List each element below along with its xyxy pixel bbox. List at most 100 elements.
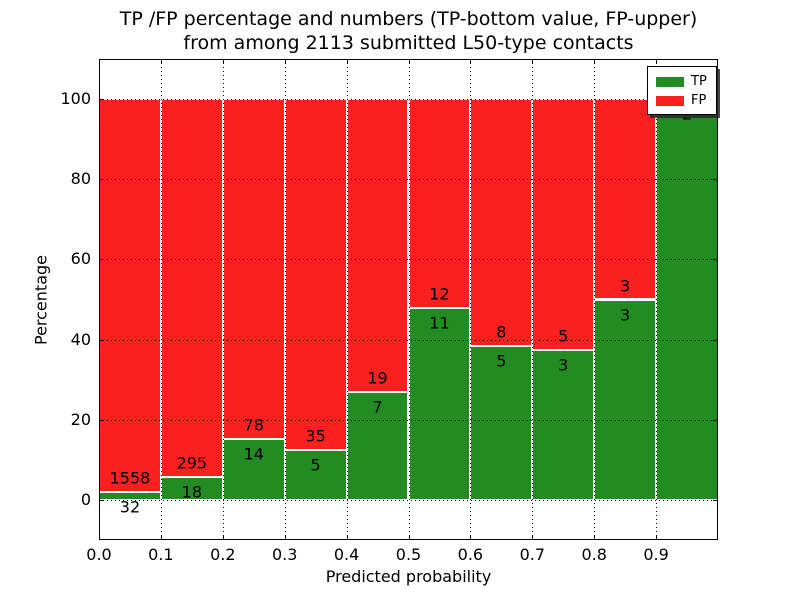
tp-count-label: 32 bbox=[119, 497, 141, 517]
legend: TP FP bbox=[647, 66, 717, 115]
chart-title-line1: TP /FP percentage and numbers (TP-bottom… bbox=[119, 8, 698, 30]
y-tick-mark bbox=[100, 419, 104, 421]
x-gridline bbox=[532, 59, 534, 540]
tp-count-label: 7 bbox=[372, 397, 383, 417]
bar-segment-tp bbox=[656, 99, 718, 500]
fp-count-label: 78 bbox=[243, 415, 264, 435]
y-tick-mark bbox=[100, 339, 104, 341]
tp-count-label: 5 bbox=[496, 351, 507, 371]
x-tick-mark bbox=[656, 535, 658, 539]
y-gridline bbox=[99, 99, 718, 101]
x-tick-label: 0.1 bbox=[148, 545, 174, 564]
tp-count-label: 3 bbox=[558, 355, 569, 375]
y-tick-mark bbox=[713, 499, 717, 501]
legend-entry: TP bbox=[648, 72, 716, 91]
tp-count-label: 3 bbox=[620, 305, 631, 324]
tp-swatch-icon bbox=[656, 76, 684, 87]
x-gridline bbox=[160, 59, 162, 540]
x-gridline bbox=[346, 59, 348, 540]
x-tick-mark bbox=[656, 60, 658, 64]
bar-segment-tp bbox=[594, 299, 657, 500]
x-gridline bbox=[284, 59, 286, 540]
x-tick-mark bbox=[222, 60, 224, 64]
y-gridline bbox=[99, 179, 718, 181]
x-tick-mark bbox=[222, 535, 224, 539]
x-tick-label: 0.9 bbox=[643, 545, 669, 564]
bar-segment-fp bbox=[532, 99, 595, 350]
y-tick-mark bbox=[713, 179, 717, 181]
x-tick-label: 0.0 bbox=[86, 545, 112, 564]
fp-count-label: 12 bbox=[429, 284, 450, 304]
x-tick-mark bbox=[594, 60, 596, 64]
x-tick-mark bbox=[470, 535, 472, 539]
bar-label-layer: 15583229518781435519712118553332 bbox=[99, 59, 718, 540]
y-tick-mark bbox=[100, 499, 104, 501]
fp-count-label: 5 bbox=[558, 326, 569, 346]
y-tick-label: 40 bbox=[70, 329, 91, 349]
y-gridline bbox=[99, 259, 718, 261]
y-tick-mark bbox=[713, 339, 717, 341]
bars-layer bbox=[99, 59, 718, 540]
chart-title: TP /FP percentage and numbers (TP-bottom… bbox=[99, 7, 718, 55]
tp-count-label: 14 bbox=[243, 444, 264, 464]
x-gridline bbox=[594, 59, 596, 540]
x-gridline bbox=[408, 59, 410, 540]
y-tick-mark bbox=[713, 259, 717, 261]
y-tick-mark bbox=[100, 259, 104, 261]
x-tick-label: 0.8 bbox=[581, 545, 607, 564]
x-tick-mark bbox=[284, 535, 286, 539]
x-tick-mark bbox=[284, 60, 286, 64]
bar-segment-fp bbox=[594, 99, 657, 300]
x-tick-label: 0.3 bbox=[271, 545, 298, 564]
x-tick-mark bbox=[594, 535, 596, 539]
legend-entry: FP bbox=[648, 91, 716, 110]
x-gridline bbox=[656, 59, 658, 540]
y-tick-mark bbox=[100, 99, 104, 101]
x-tick-label: 0.7 bbox=[519, 545, 546, 564]
x-tick-mark bbox=[346, 60, 348, 64]
fp-count-label: 35 bbox=[305, 426, 326, 446]
tp-count-label: 11 bbox=[429, 313, 450, 333]
tp-count-label: 5 bbox=[310, 455, 321, 475]
legend-entry-label: FP bbox=[691, 93, 707, 108]
fp-swatch-icon bbox=[656, 95, 684, 106]
x-tick-mark bbox=[346, 535, 348, 539]
x-tick-mark bbox=[160, 60, 162, 64]
y-tick-label: 60 bbox=[70, 249, 91, 269]
x-tick-label: 0.5 bbox=[395, 545, 422, 564]
y-gridline bbox=[99, 339, 718, 341]
legend-entry-label: TP bbox=[691, 74, 707, 89]
bar-segment-tp bbox=[346, 392, 409, 500]
bar-segment-fp bbox=[408, 99, 471, 309]
x-tick-mark bbox=[532, 535, 534, 539]
x-axis-label: Predicted probability bbox=[325, 567, 492, 586]
x-tick-mark bbox=[408, 535, 410, 539]
y-tick-label: 0 bbox=[80, 489, 91, 509]
x-gridline bbox=[470, 59, 472, 540]
y-tick-label: 100 bbox=[60, 89, 91, 109]
y-gridline bbox=[99, 419, 718, 421]
x-tick-mark bbox=[532, 60, 534, 64]
x-tick-label: 0.2 bbox=[210, 545, 236, 564]
x-tick-label: 0.4 bbox=[333, 545, 360, 564]
y-tick-label: 20 bbox=[70, 409, 91, 429]
x-tick-mark bbox=[408, 60, 410, 64]
bar-segment-tp bbox=[470, 345, 533, 500]
bar-segment-tp bbox=[532, 349, 595, 500]
fp-count-label: 295 bbox=[176, 453, 208, 473]
fp-count-label: 8 bbox=[496, 322, 507, 342]
x-gridline bbox=[222, 59, 224, 540]
tp-count-label: 18 bbox=[181, 482, 203, 502]
chart-title-line2: from among 2113 submitted L50-type conta… bbox=[183, 32, 634, 54]
x-tick-mark bbox=[160, 535, 162, 539]
y-gridline bbox=[99, 499, 718, 501]
x-tick-mark bbox=[470, 60, 472, 64]
y-tick-mark bbox=[713, 419, 717, 421]
y-tick-label: 80 bbox=[70, 169, 91, 189]
fp-count-label: 19 bbox=[367, 368, 388, 388]
y-tick-mark bbox=[100, 179, 104, 181]
x-tick-label: 0.6 bbox=[457, 545, 484, 564]
grid-layer bbox=[99, 59, 718, 540]
